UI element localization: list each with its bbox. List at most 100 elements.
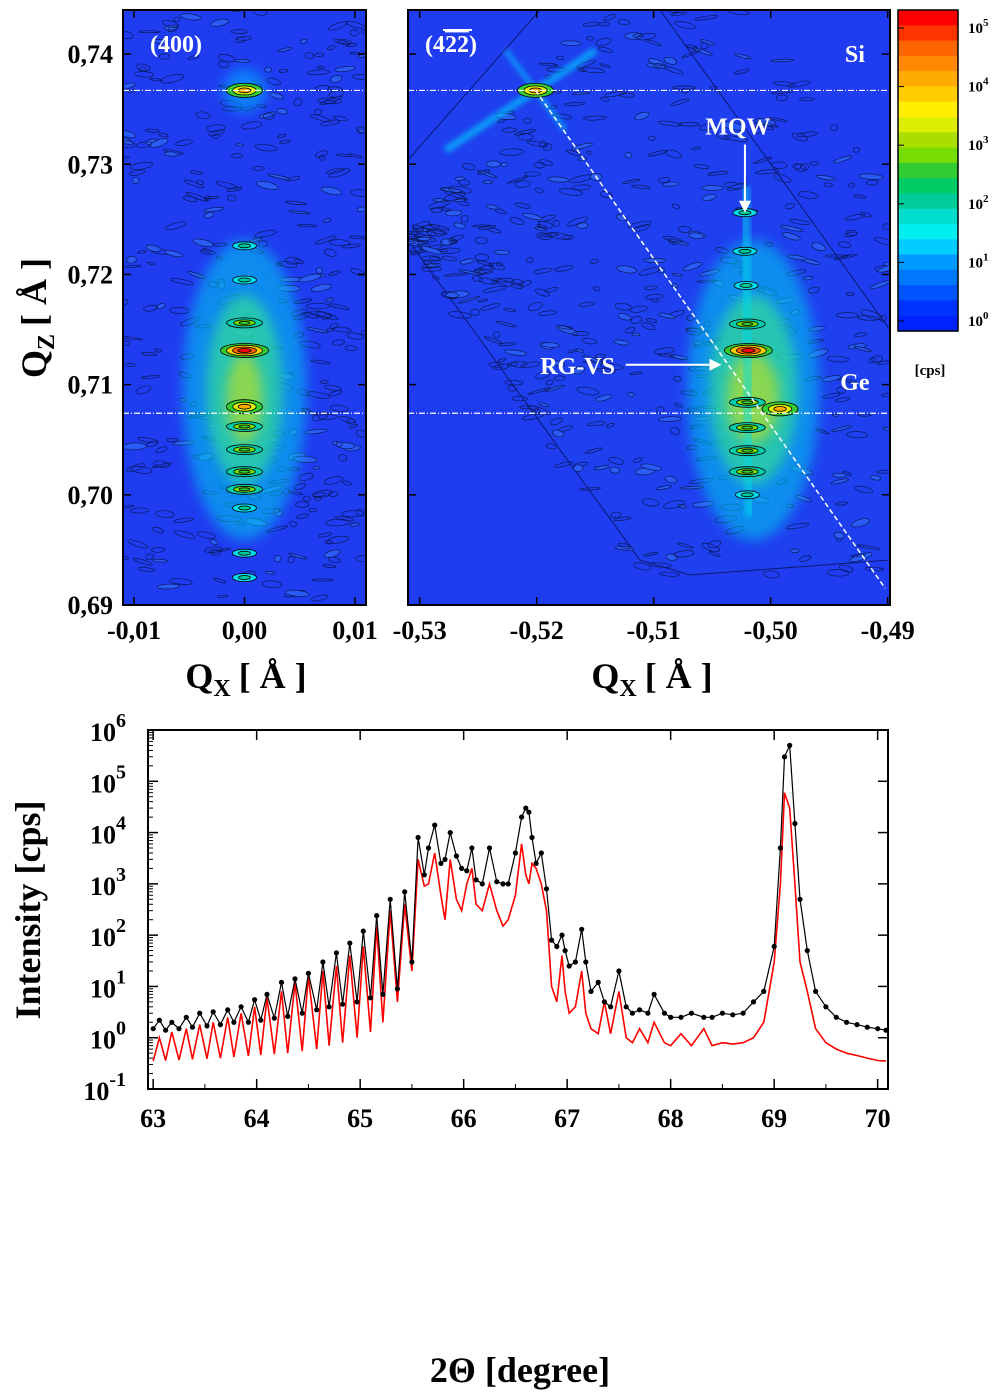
p2-noise-contour [443,191,466,202]
p1-noise-contour [137,250,147,254]
p2-noise-contour [441,238,453,246]
p2-noise-contour [521,212,543,221]
p1-noise-contour [298,472,314,481]
p2-noise-contour [496,279,513,287]
p1-noise-contour [274,555,282,563]
p2-noise-contour [576,222,589,229]
p2-noise-contour [444,190,468,200]
p1-noise-contour [302,311,320,319]
colorbar-segment [898,208,958,225]
p2-noise-contour [701,542,721,553]
p2-noise-contour [681,88,689,94]
p1-noise-contour [213,577,226,584]
p1-noise-contour [256,180,279,190]
p2-noise-contour [526,257,534,264]
p1-noise-contour [346,332,364,340]
measured-point [447,830,453,836]
p1-noise-contour [318,154,326,161]
p2-noise-contour [635,32,657,41]
p1-noise-contour [335,441,343,448]
p2-noise-contour [657,312,676,319]
p1-noise-contour [163,151,179,157]
p1-noise-contour [348,424,358,429]
p1-noise-contour [158,132,169,138]
colorbar-segment [898,55,958,72]
measured-point [252,997,258,1003]
p1-noise-contour [323,549,341,558]
p1-noise-contour [305,327,329,334]
p1-noise-contour [329,322,339,330]
p2-x-tick-label: -0,52 [510,616,564,645]
p2-noise-contour [509,217,525,225]
p2-noise-contour [663,56,678,65]
colorbar-segment [898,254,958,271]
measured-point [479,881,485,887]
p2-noise-contour [494,249,510,255]
p1-peak-5 [226,399,263,415]
p1-noise-contour [217,54,236,63]
p1-peak-contour [237,348,252,353]
p1-noise-contour [277,47,292,53]
p2-noise-contour [656,485,672,490]
p2-noise-contour [575,348,584,353]
p1-noise-contour [164,221,187,231]
p2-noise-contour [850,553,866,557]
p2-noise-contour [567,216,589,227]
p1-noise-contour [150,138,169,148]
p2-peak-7 [728,396,766,408]
p2-noise-contour [662,181,679,187]
p2-noise-contour [534,409,542,415]
p1-noise-contour [319,95,343,106]
p1-noise-contour [302,495,311,502]
p2-noise-contour [593,465,610,471]
p1-noise-contour [180,13,202,21]
p2-noise-contour [633,457,643,464]
annotation-mqw-label: MQW [705,115,770,141]
colorbar-segment [898,300,958,317]
p2-noise-contour [860,212,872,218]
p1-noise-contour [266,77,281,86]
p1-noise-contour [326,45,336,51]
p2-noise-contour [647,149,668,157]
p2-noise-contour [753,156,773,164]
p2-noise-contour [585,36,595,41]
p2-noise-contour [589,258,599,264]
p1-noise-contour [311,578,334,582]
p1-noise-contour [326,535,350,544]
measured-point [469,845,475,851]
measured-point [875,1026,881,1032]
measured-point [258,1017,264,1023]
colorbar-segment [898,224,958,240]
p2-noise-contour [851,518,870,528]
p2-noise-contour [641,498,660,507]
annotation-rgvs: RG-VS [540,354,722,380]
p2-noise-contour [519,405,539,410]
measured-point [709,1014,715,1020]
p1-noise-contour [288,210,311,215]
p2-noise-contour [571,331,590,337]
p1-noise-contour [314,235,337,245]
p2-noise-contour [853,194,867,199]
p1-peak-contour [238,487,251,492]
p1-noise-contour [320,119,341,127]
p2-noise-contour [686,315,695,321]
p2-noise-contour [770,90,794,95]
xrd-frame [147,729,889,1090]
p2-noise-contour [779,225,804,232]
p2-noise-contour [634,111,650,121]
p2-noise-contour [478,277,497,285]
p1-noise-contour [145,553,155,561]
p1-noise-contour [328,303,350,310]
p2-peak-4 [728,318,766,330]
p2-noise-contour [708,551,721,557]
p2-noise-contour [560,40,582,46]
p2-noise-contour [772,173,792,183]
measured-point [771,943,777,950]
p2-noise-contour [498,342,517,347]
p2-noise-contour [544,385,565,392]
p1-noise-contour [132,177,140,184]
measured-point [701,1014,707,1020]
p2-noise-contour [794,163,806,172]
p1-noise-contour [169,578,193,585]
p2-noise-contour [624,151,633,159]
